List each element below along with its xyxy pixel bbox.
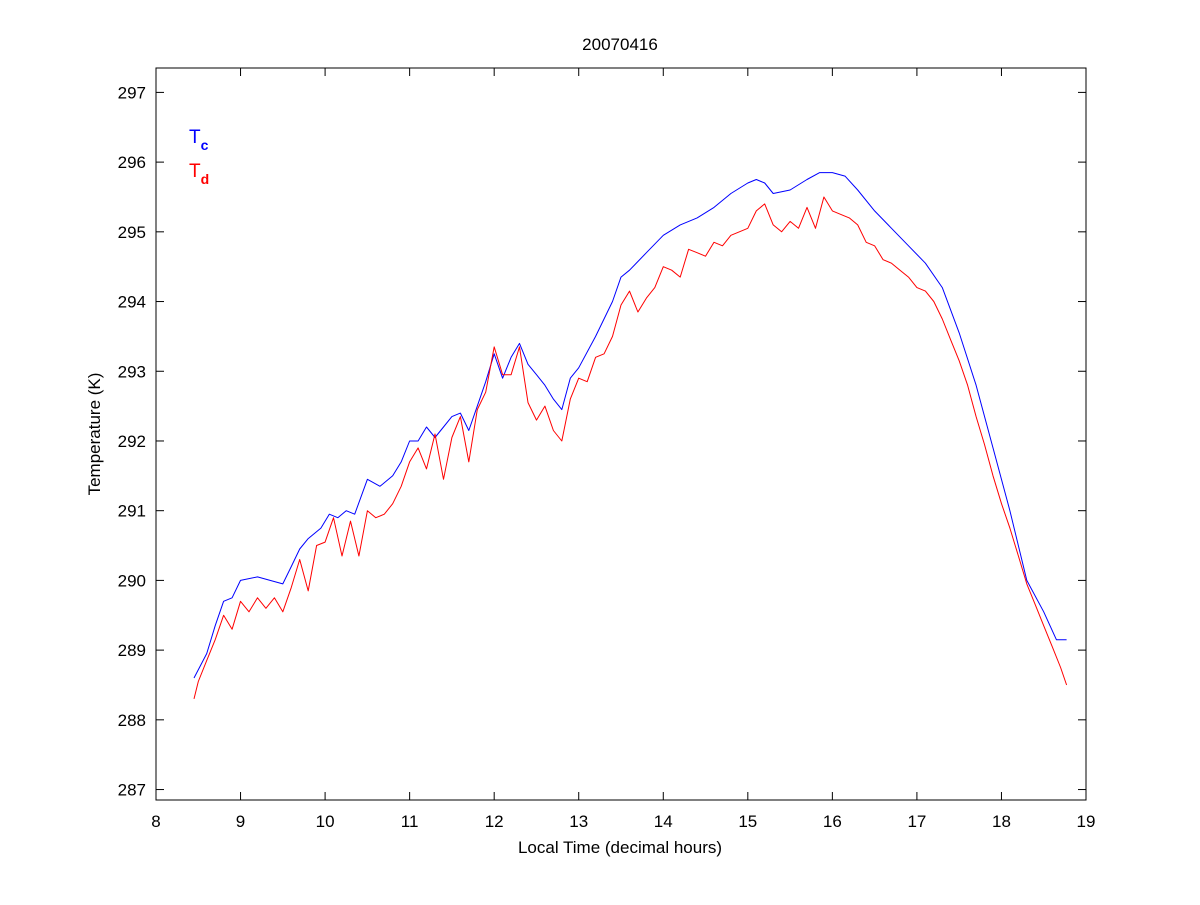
x-tick-label: 16 (823, 812, 842, 831)
y-tick-label: 292 (118, 432, 146, 451)
legend-entry-Tc: Tc (189, 127, 209, 153)
legend-entry-Td: Td (189, 161, 209, 187)
y-tick-label: 289 (118, 641, 146, 660)
data-series (193, 172, 1068, 700)
y-axis-label: Temperature (K) (85, 373, 104, 496)
x-tick-label: 8 (151, 812, 160, 831)
y-tick-label: 297 (118, 83, 146, 102)
y-tick-label: 291 (118, 502, 146, 521)
y-tick-label: 296 (118, 153, 146, 172)
x-tick-label: 13 (569, 812, 588, 831)
series-line-tc (193, 172, 1067, 679)
x-axis-label: Local Time (decimal hours) (518, 838, 722, 857)
x-tick-label: 18 (992, 812, 1011, 831)
x-tick-label: 17 (907, 812, 926, 831)
legend-main: T (189, 161, 201, 182)
x-tick-label: 15 (738, 812, 757, 831)
legend-main: T (189, 127, 201, 148)
y-tick-label: 290 (118, 571, 146, 590)
legend-subscript: d (201, 171, 210, 187)
x-tick-label: 9 (236, 812, 245, 831)
y-tick-label: 293 (118, 362, 146, 381)
y-tick-label: 288 (118, 711, 146, 730)
series-line-td (193, 196, 1068, 700)
x-tick-label: 10 (316, 812, 335, 831)
chart-title: 20070416 (582, 35, 658, 54)
legend-subscript: c (201, 137, 209, 153)
axis-ticks: 8 9 10 11 12 13 14 15 16 17 18 19 287 288 289 290 291 292… (118, 68, 1096, 831)
y-tick-label: 295 (118, 223, 146, 242)
x-tick-label: 14 (654, 812, 673, 831)
y-tick-label: 287 (118, 781, 146, 800)
plot-area-frame (155, 67, 1087, 801)
x-tick-label: 19 (1077, 812, 1096, 831)
x-tick-label: 12 (485, 812, 504, 831)
y-tick-label: 294 (118, 293, 146, 312)
x-tick-label: 11 (401, 812, 419, 831)
